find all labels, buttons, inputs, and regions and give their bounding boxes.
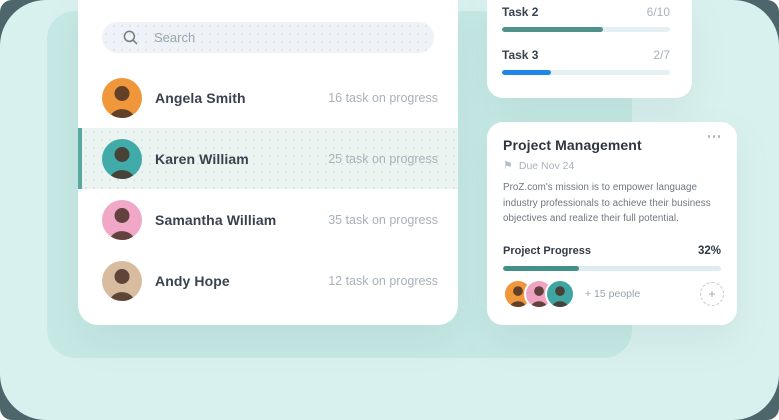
task-progressbar-fill — [502, 70, 551, 75]
project-team-row: + 15 people + — [503, 279, 724, 309]
due-date-label: Due Nov 24 — [518, 160, 575, 172]
member-task-count: 16 task on progress — [328, 90, 438, 105]
task-row: Task 3 2/7 — [502, 48, 670, 62]
person-icon — [530, 286, 548, 307]
project-progressbar — [503, 266, 721, 271]
add-member-button[interactable]: + — [700, 282, 724, 306]
task-label: Task 3 — [502, 48, 539, 62]
project-title: Project Management — [503, 137, 642, 153]
task-label: Task 2 — [502, 5, 539, 19]
member-name: Angela Smith — [155, 89, 246, 106]
team-list-card: Angela Smith 16 task on progress Karen W… — [78, 0, 458, 325]
person-icon — [551, 286, 569, 307]
task-row: Task 2 6/10 — [502, 5, 670, 19]
more-people-label: + 15 people — [585, 288, 641, 300]
person-icon — [109, 85, 135, 118]
task-progressbar-fill — [502, 27, 603, 32]
person-icon — [109, 207, 135, 240]
team-member-row[interactable]: Andy Hope 12 task on progress — [78, 250, 458, 311]
person-icon — [109, 268, 135, 301]
task-progress-card: Task 2 6/10 Task 3 2/7 — [487, 0, 692, 98]
search-bar[interactable] — [102, 22, 434, 53]
person-icon — [509, 286, 527, 307]
member-avatar — [102, 138, 142, 179]
member-avatar — [102, 260, 142, 301]
team-member-row[interactable]: Angela Smith 16 task on progress — [78, 67, 458, 128]
member-task-count: 35 task on progress — [328, 212, 438, 227]
member-avatar — [102, 199, 142, 240]
member-name: Andy Hope — [155, 272, 230, 289]
project-progress-percent: 32% — [697, 245, 721, 257]
member-task-count: 25 task on progress — [328, 151, 438, 166]
member-avatar — [102, 77, 142, 118]
due-date: ⚑ Due Nov 24 — [503, 160, 574, 172]
flag-icon: ⚑ — [503, 159, 513, 172]
project-progress-row: Project Progress 32% — [503, 245, 721, 257]
member-task-count: 12 task on progress — [328, 273, 438, 288]
task-ratio: 2/7 — [653, 48, 670, 62]
more-options-icon[interactable] — [705, 132, 724, 141]
team-member-row[interactable]: Samantha William 35 task on progress — [78, 189, 458, 250]
task-progressbar — [502, 27, 670, 32]
person-icon — [109, 146, 135, 179]
team-member-row-selected[interactable]: Karen William 25 task on progress — [78, 128, 458, 189]
project-progressbar-fill — [503, 266, 580, 271]
plus-icon: + — [708, 287, 716, 301]
member-name: Karen William — [155, 150, 249, 167]
member-avatar — [545, 279, 575, 309]
search-input[interactable] — [102, 22, 434, 53]
task-progressbar — [502, 70, 670, 75]
project-description: ProZ.com's mission is to empower languag… — [503, 182, 711, 224]
team-member-list: Angela Smith 16 task on progress Karen W… — [78, 67, 458, 311]
task-ratio: 6/10 — [646, 5, 670, 19]
project-progress-label: Project Progress — [503, 245, 592, 257]
member-name: Samantha William — [155, 211, 277, 228]
project-card: Project Management ⚑ Due Nov 24 ProZ.com… — [487, 122, 737, 325]
